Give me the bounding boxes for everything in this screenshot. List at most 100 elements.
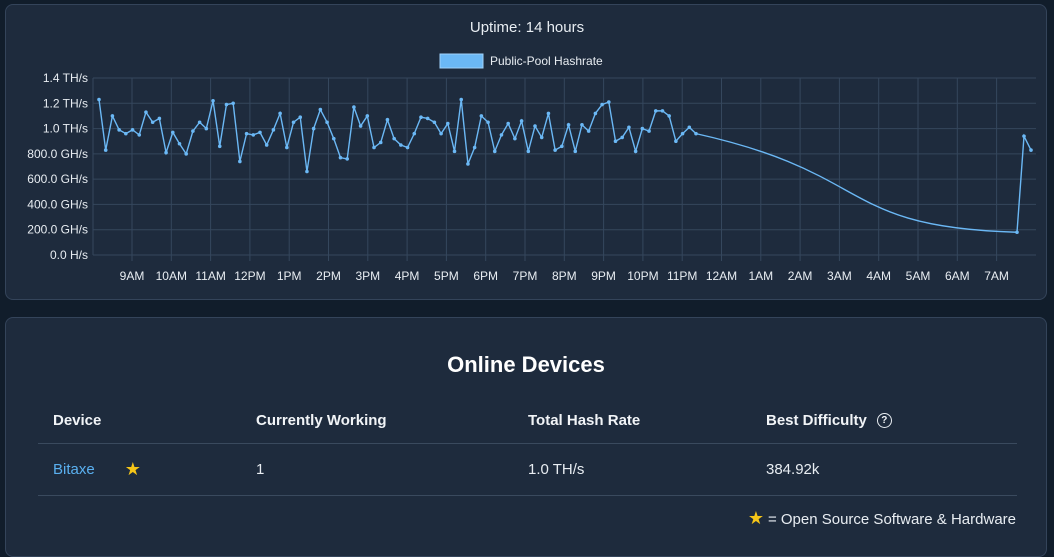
chart-title: Uptime: 14 hours: [470, 19, 584, 36]
x-tick-label: 2PM: [316, 269, 341, 283]
data-point: [479, 114, 484, 118]
working-cell: 1: [256, 461, 265, 478]
data-point: [425, 116, 430, 121]
data-point: [627, 125, 631, 130]
data-point: [238, 159, 242, 164]
legend-swatch: [439, 53, 484, 69]
data-point: [258, 130, 262, 135]
data-point: [217, 144, 222, 149]
data-point: [680, 131, 685, 136]
header-best-difficulty: Best Difficulty ?: [766, 398, 892, 443]
device-link-bitaxe[interactable]: Bitaxe: [53, 461, 95, 478]
data-point: [372, 145, 376, 150]
data-point: [553, 148, 557, 152]
x-tick-label: 3PM: [355, 269, 380, 283]
data-point: [492, 149, 497, 154]
data-point: [305, 169, 309, 174]
data-point: [405, 145, 410, 150]
x-tick-label: 5PM: [434, 269, 459, 283]
open-source-legend: ★ = Open Source Software & Hardware: [748, 508, 1016, 529]
hashrate-chart: Uptime: 14 hours Public-Pool Hashrate 0.0 …: [27, 19, 1036, 283]
data-point: [573, 149, 578, 154]
data-point: [526, 149, 531, 154]
y-tick-label: 400.0 GH/s: [27, 197, 88, 211]
header-total-hash-rate: Total Hash Rate: [528, 412, 641, 429]
data-point: [184, 152, 189, 156]
x-tick-label: 12AM: [706, 269, 737, 283]
data-point: [1029, 148, 1033, 152]
data-point: [539, 135, 544, 140]
data-point: [177, 141, 182, 146]
data-point: [653, 109, 658, 113]
data-point: [97, 97, 101, 102]
data-point: [137, 133, 142, 137]
x-tick-label: 5AM: [906, 269, 931, 283]
open-source-legend-text: = Open Source Software & Hardware: [767, 511, 1016, 528]
data-point: [647, 129, 651, 133]
data-point: [1022, 134, 1026, 138]
data-point: [506, 121, 510, 126]
x-tick-label: 3AM: [827, 269, 852, 283]
data-point: [124, 131, 128, 136]
data-point: [164, 150, 168, 155]
data-point: [130, 128, 135, 132]
data-point: [231, 101, 235, 106]
hashrate-chart-card: Uptime: 14 hours Public-Pool Hashrate 0.0 …: [5, 4, 1047, 300]
data-point: [224, 102, 229, 107]
data-point: [325, 120, 329, 125]
data-point: [110, 114, 115, 118]
x-tick-label: 6AM: [945, 269, 970, 283]
data-point: [197, 120, 202, 125]
data-point: [452, 149, 457, 154]
star-icon: ★: [747, 508, 764, 528]
x-tick-label: 9AM: [120, 269, 145, 283]
header-best-difficulty-label: Best Difficulty: [766, 412, 867, 429]
data-point: [600, 102, 604, 107]
x-tick-label: 9PM: [591, 269, 616, 283]
device-cell: Bitaxe ★: [53, 444, 141, 495]
data-point: [352, 105, 356, 109]
data-point: [285, 145, 289, 150]
legend-label: Public-Pool Hashrate: [490, 54, 603, 68]
data-point: [1015, 230, 1019, 235]
data-point: [244, 131, 249, 136]
data-point: [546, 111, 551, 116]
data-point: [533, 124, 537, 128]
data-point: [271, 128, 276, 132]
x-tick-label: 1AM: [748, 269, 773, 283]
data-point: [385, 117, 390, 122]
help-icon[interactable]: ?: [876, 413, 892, 428]
data-point: [499, 133, 504, 137]
data-point: [613, 139, 618, 144]
data-point: [251, 133, 256, 137]
data-point: [586, 129, 591, 133]
y-tick-label: 800.0 GH/s: [27, 147, 88, 161]
data-point: [472, 145, 477, 150]
series-line-public-pool-hashrate: [98, 99, 1032, 233]
data-point: [298, 115, 303, 119]
data-point: [117, 128, 121, 132]
data-point: [338, 155, 343, 160]
data-point: [566, 122, 571, 127]
data-point: [378, 140, 383, 145]
y-tick-label: 0.0 H/s: [50, 248, 88, 262]
x-tick-label: 7PM: [513, 269, 538, 283]
data-point: [513, 136, 517, 141]
data-point: [439, 131, 443, 136]
table-row: Bitaxe ★ 1 1.0 TH/s 384.92k: [38, 444, 1017, 496]
x-tick-label: 7AM: [984, 269, 1009, 283]
data-point: [412, 131, 417, 136]
data-point: [264, 143, 269, 147]
data-point: [191, 129, 195, 133]
data-point: [674, 139, 678, 144]
data-point: [157, 116, 162, 121]
data-point: [519, 119, 524, 123]
data-point: [419, 115, 423, 119]
data-point: [170, 130, 175, 135]
data-point: [432, 120, 437, 125]
data-point: [640, 126, 645, 131]
y-tick-label: 1.0 TH/s: [43, 122, 88, 136]
data-point: [211, 98, 215, 103]
data-point: [331, 136, 336, 141]
x-tick-label: 6PM: [473, 269, 498, 283]
